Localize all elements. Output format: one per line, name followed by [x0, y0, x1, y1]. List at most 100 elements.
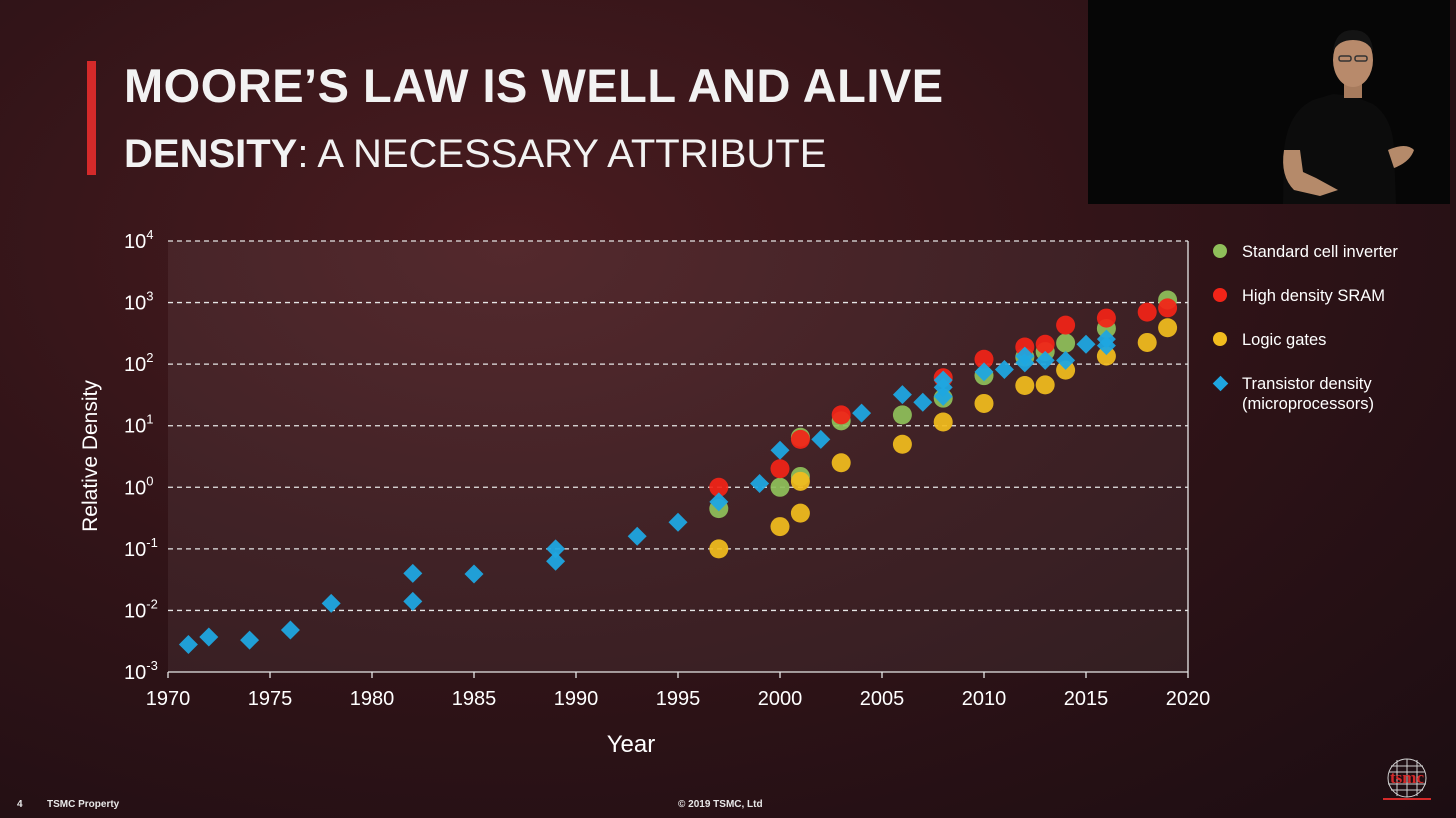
transistor-point — [770, 440, 790, 460]
x-tick-label: 1995 — [656, 688, 701, 710]
transistor-point — [403, 563, 423, 583]
y-tick-label: 103 — [124, 289, 153, 315]
data-point — [709, 539, 729, 559]
transistor-point — [464, 564, 484, 584]
y-tick-label: 104 — [124, 227, 153, 253]
yellow-dot-icon — [1213, 332, 1227, 346]
y-axis-label: Relative Density — [79, 380, 102, 532]
series-2 — [709, 318, 1178, 559]
transistor-point — [974, 362, 994, 382]
transistor-point — [1056, 350, 1076, 370]
transistor-point — [852, 403, 872, 423]
title-accent-bar — [87, 61, 96, 175]
page-number: 4 — [17, 799, 23, 810]
copyright: © 2019 TSMC, Ltd — [678, 799, 763, 810]
data-point — [1158, 298, 1178, 318]
logo-text: tsmc — [1390, 768, 1424, 787]
blue-diamond-icon — [1212, 375, 1228, 392]
data-point — [770, 459, 790, 479]
data-point — [1056, 360, 1076, 380]
legend-item-standard-cell: Standard cell inverter — [1210, 242, 1398, 262]
transistor-point — [709, 492, 729, 512]
transistor-point — [178, 634, 198, 654]
transistor-point — [750, 474, 770, 494]
x-tick-label: 1980 — [350, 688, 395, 710]
plot-area — [168, 241, 1188, 672]
transistor-point — [403, 591, 423, 611]
data-point — [1137, 332, 1157, 352]
y-tick-label: 10-1 — [124, 535, 158, 561]
x-axis-label: Year — [607, 731, 656, 758]
data-point — [1096, 346, 1116, 366]
data-point — [1015, 375, 1035, 395]
data-point — [1056, 333, 1076, 353]
x-tick-label: 1970 — [146, 688, 191, 710]
tsmc-logo: tsmc — [1383, 758, 1431, 800]
data-point — [1096, 308, 1116, 328]
data-point — [1056, 315, 1076, 335]
legend-label: Transistor density (microprocessors) — [1242, 375, 1375, 413]
speaker-video — [1088, 0, 1450, 204]
transistor-point — [1015, 346, 1035, 366]
data-point — [770, 477, 790, 497]
series-3 — [178, 329, 1116, 654]
x-axis-ticks: 1970 1975 1980 1985 1990 1995 2000 2005 2010 2015… — [146, 672, 1211, 710]
legend-item-sram: High density SRAM — [1210, 286, 1398, 306]
transistor-point — [892, 385, 912, 405]
transistor-point — [1035, 350, 1055, 370]
chart-legend: Standard cell inverter High density SRAM… — [1210, 242, 1398, 438]
transistor-point — [199, 627, 219, 647]
transistor-point — [546, 539, 566, 559]
y-tick-label: 101 — [124, 412, 153, 438]
transistor-point — [280, 620, 300, 640]
transistor-point — [240, 630, 260, 650]
transistor-point — [1096, 329, 1116, 349]
transistor-point — [811, 429, 831, 449]
data-point — [892, 434, 912, 454]
y-tick-label: 10-3 — [124, 658, 158, 684]
x-tick-label: 2020 — [1166, 688, 1211, 710]
legend-label: High density SRAM — [1242, 287, 1386, 305]
transistor-point — [1076, 334, 1096, 354]
transistor-point — [627, 526, 647, 546]
transistor-point — [321, 593, 341, 613]
data-point — [974, 393, 994, 413]
property-label: TSMC Property — [47, 799, 120, 810]
x-tick-label: 1975 — [248, 688, 293, 710]
transistor-point — [546, 551, 566, 571]
data-point — [790, 503, 810, 523]
legend-label: Logic gates — [1242, 331, 1327, 349]
legend-item-transistor: Transistor density (microprocessors) — [1210, 374, 1398, 414]
data-point — [892, 405, 912, 425]
transistor-point — [994, 359, 1014, 379]
legend-item-logic: Logic gates — [1210, 330, 1398, 350]
x-tick-label: 1985 — [452, 688, 497, 710]
data-point — [1158, 318, 1178, 338]
y-tick-label: 10-2 — [124, 596, 158, 622]
y-axis-ticks: 104 103 102 101 100 10-1 10-2 10-3 — [124, 227, 158, 684]
slide-subtitle: DENSITY: A NECESSARY ATTRIBUTE — [124, 132, 826, 177]
speaker-figure — [1088, 0, 1450, 204]
data-points — [178, 290, 1178, 654]
data-point — [1035, 375, 1055, 395]
data-point — [790, 471, 810, 491]
red-dot-icon — [1213, 288, 1227, 302]
data-point — [974, 349, 994, 369]
x-tick-label: 2010 — [962, 688, 1007, 710]
data-point — [933, 412, 953, 432]
data-point — [1035, 334, 1055, 354]
subtitle-bold: DENSITY — [124, 132, 298, 176]
data-point — [770, 517, 790, 537]
x-tick-label: 2000 — [758, 688, 803, 710]
green-dot-icon — [1213, 244, 1227, 258]
y-tick-label: 102 — [124, 350, 153, 376]
x-tick-label: 2015 — [1064, 688, 1109, 710]
subtitle-rest: : A NECESSARY ATTRIBUTE — [297, 132, 827, 176]
data-point — [790, 429, 810, 449]
transistor-point — [933, 370, 953, 390]
transistor-point — [913, 392, 933, 412]
x-tick-label: 1990 — [554, 688, 599, 710]
legend-label: Standard cell inverter — [1242, 243, 1398, 261]
data-point — [831, 405, 851, 425]
